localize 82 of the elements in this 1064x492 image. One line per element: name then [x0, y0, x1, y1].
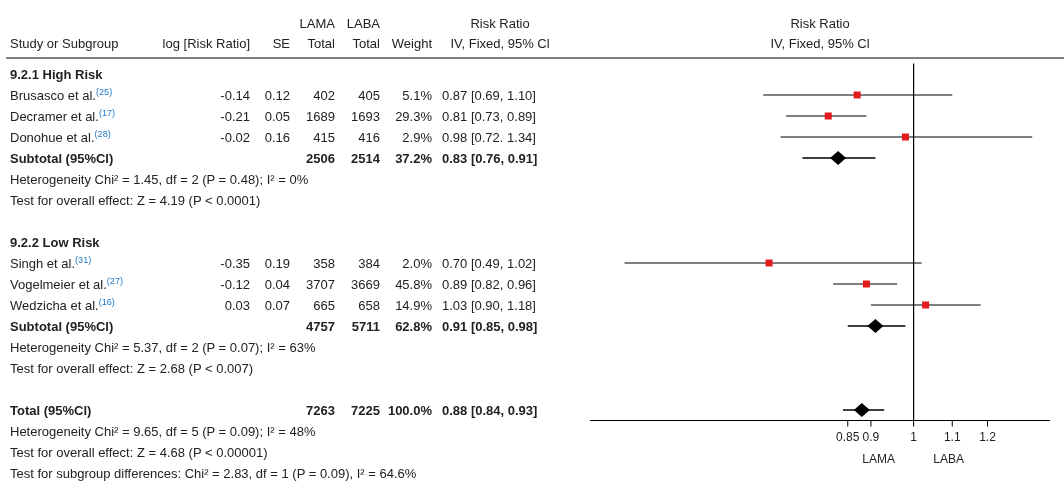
data-label: 5.1%	[402, 88, 433, 103]
data-label: 0.81 [0.73, 0.89]	[442, 109, 536, 124]
data-label: 1693	[351, 109, 380, 124]
data-label: 0.87 [0.69, 1.10]	[442, 88, 536, 103]
x-tick-label: 1	[910, 429, 918, 444]
data-label: 0.03	[224, 298, 250, 313]
category-label: Heterogeneity Chi² = 5.37, df = 2 (P = 0.07); I² = 63%	[10, 340, 316, 355]
data-label: 4757	[306, 319, 335, 334]
data-label: 7225	[351, 403, 380, 418]
text: LABA	[933, 451, 964, 466]
data-label: 7263	[306, 403, 335, 418]
text: Study or Subgroup	[10, 36, 119, 51]
data-label: 0.70 [0.49, 1.02]	[442, 256, 536, 271]
data-label: 2.9%	[402, 130, 433, 145]
data-label: 405	[358, 88, 380, 103]
category-label: Test for overall effect: Z = 4.68 (P < 0.00001)	[10, 445, 268, 460]
data-label: 0.05	[264, 109, 290, 124]
data-label: -0.21	[220, 109, 250, 124]
category-label: Vogelmeier et al.$^{(27)}$	[10, 276, 124, 292]
data-label: 0.88 [0.84, 0.93]	[442, 403, 538, 418]
category-label: Subtotal (95%Cl)	[10, 319, 114, 334]
text: log [Risk Ratio]	[162, 36, 250, 51]
category-label: Test for overall effect: Z = 4.19 (P < 0.0001)	[10, 193, 261, 208]
data-label: 0.16	[264, 130, 290, 145]
data-label: 37.2%	[395, 151, 433, 166]
category-label: Heterogeneity Chi² = 9.65, df = 5 (P = 0.09); I² = 48%	[10, 424, 316, 439]
data-label: 29.3%	[395, 109, 433, 124]
data-label: 1689	[306, 109, 335, 124]
category-label: Test for subgroup differences: Chi² = 2.83, df = 1 (P = 0.09), I² = 64.6%	[10, 466, 417, 481]
category-label: Brusasco et al.$^{(25)}$	[10, 87, 113, 103]
x-tick-label: 0.85	[836, 429, 860, 444]
data-label: 3669	[351, 277, 380, 292]
data-label: -0.12	[220, 277, 250, 292]
data-label: 384	[358, 256, 380, 271]
category-label: Wedzicha et al.$^{(16)}$	[10, 297, 115, 313]
data-label: 62.8%	[395, 319, 433, 334]
data-label: 100.0%	[387, 403, 433, 418]
data-label: 2.0%	[402, 256, 433, 271]
text: LAMA	[862, 451, 895, 466]
data-label: 665	[313, 298, 335, 313]
x-tick-label: 1.1	[943, 429, 961, 444]
data-label: -0.02	[220, 130, 250, 145]
data-label: 0.83 [0.76, 0.91]	[442, 151, 538, 166]
category-label: Total (95%Cl)	[10, 403, 92, 418]
data-label: 2514	[351, 151, 381, 166]
data-label: 14.9%	[395, 298, 433, 313]
data-label: 2506	[306, 151, 335, 166]
category-label: Test for overall effect: Z = 2.68 (P < 0.007)	[10, 361, 254, 376]
category-label: Decramer et al.$^{(17)}$	[10, 108, 116, 124]
category-label: Singh et al.$^{(31)}$	[10, 255, 92, 271]
data-label: 416	[358, 130, 380, 145]
text: Weight	[391, 36, 433, 51]
data-label: 3707	[306, 277, 335, 292]
data-label: 0.91 [0.85, 0.98]	[442, 319, 538, 334]
data-label: 45.8%	[395, 277, 433, 292]
data-label: 0.04	[264, 277, 290, 292]
data-label: 658	[358, 298, 380, 313]
text: SE	[272, 36, 291, 51]
data-label: 1.03 [0.90, 1.18]	[442, 298, 536, 313]
data-label: 415	[313, 130, 335, 145]
text: Risk Ratio IV, Fixed, 95% Cl	[450, 16, 550, 51]
x-tick-label: 1.2	[979, 429, 997, 444]
category-label: 9.2.1 High Risk	[10, 67, 104, 82]
data-label: 0.98 [0.72. 1.34]	[442, 130, 536, 145]
data-label: 0.89 [0.82, 0.96]	[442, 277, 536, 292]
category-label: Heterogeneity Chi² = 1.45, df = 2 (P = 0.48); I² = 0%	[10, 172, 309, 187]
data-label: -0.35	[220, 256, 250, 271]
text: LAMA Total	[299, 16, 336, 51]
data-label: 0.12	[264, 88, 290, 103]
chart-title: Risk Ratio	[790, 16, 850, 31]
data-label: 0.07	[264, 298, 290, 313]
x-tick-label: 0.9	[862, 429, 880, 444]
data-label: 402	[313, 88, 335, 103]
chart-subtitle: IV, Fixed, 95% Cl	[770, 36, 870, 51]
category-label: 9.2.2 Low Risk	[10, 235, 101, 250]
category-label: Donohue et al.$^{(28)}$	[10, 129, 111, 145]
data-label: 0.19	[264, 256, 290, 271]
text: LABA Total	[346, 16, 381, 51]
data-label: 5711	[351, 319, 380, 334]
category-label: Subtotal (95%Cl)	[10, 151, 114, 166]
data-label: 358	[313, 256, 335, 271]
data-label: -0.14	[220, 88, 250, 103]
